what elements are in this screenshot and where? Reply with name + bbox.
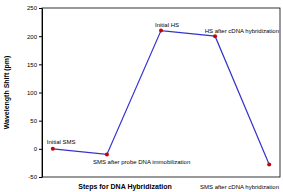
y-tick: 200	[27, 34, 42, 40]
y-tick-mark	[39, 36, 42, 37]
y-tick-label: 150	[27, 62, 38, 68]
y-tick: 0	[34, 146, 42, 152]
y-tick-label: 50	[30, 118, 37, 124]
point-label: Initial SMS	[47, 139, 76, 145]
y-tick-mark	[39, 177, 42, 178]
point-marker	[267, 163, 271, 167]
x-axis-title: Steps for DNA Hybridization	[78, 183, 171, 191]
y-tick-mark	[39, 149, 42, 150]
y-tick: 100	[27, 90, 42, 96]
y-tick-label: -50	[28, 174, 37, 180]
y-tick-mark	[39, 93, 42, 94]
y-tick-label: 250	[27, 5, 38, 11]
point-label: Initial HS	[155, 22, 179, 28]
point-label: SMS after probe DNA immobilization	[93, 159, 190, 165]
point-label: SMS after cDNA hybridization	[200, 184, 279, 190]
y-tick: 50	[30, 118, 42, 124]
y-tick: 150	[27, 62, 42, 68]
y-tick-label: 200	[27, 34, 38, 40]
y-tick-label: 100	[27, 90, 38, 96]
point-label: HS after cDNA hybridization	[205, 28, 279, 34]
plot-frame	[42, 8, 280, 177]
y-tick: 250	[27, 5, 42, 11]
y-axis: -50 0 50 100 150 200 250	[27, 5, 43, 180]
y-tick: -50	[28, 174, 42, 180]
chart: -50 0 50 100 150 200 250 Initial SMS SMS after p…	[0, 0, 283, 192]
point-marker	[51, 147, 55, 151]
y-tick-label: 0	[34, 146, 38, 152]
point-marker	[105, 152, 109, 156]
y-tick-mark	[39, 121, 42, 122]
plot-marks	[51, 29, 271, 167]
point-marker	[159, 29, 163, 33]
y-tick-mark	[39, 8, 42, 9]
y-axis-line	[42, 9, 43, 178]
y-axis-title: Wavelength Shift (pm)	[3, 56, 11, 130]
point-marker	[213, 34, 217, 38]
series-line	[53, 31, 269, 165]
y-tick-mark	[39, 64, 42, 65]
